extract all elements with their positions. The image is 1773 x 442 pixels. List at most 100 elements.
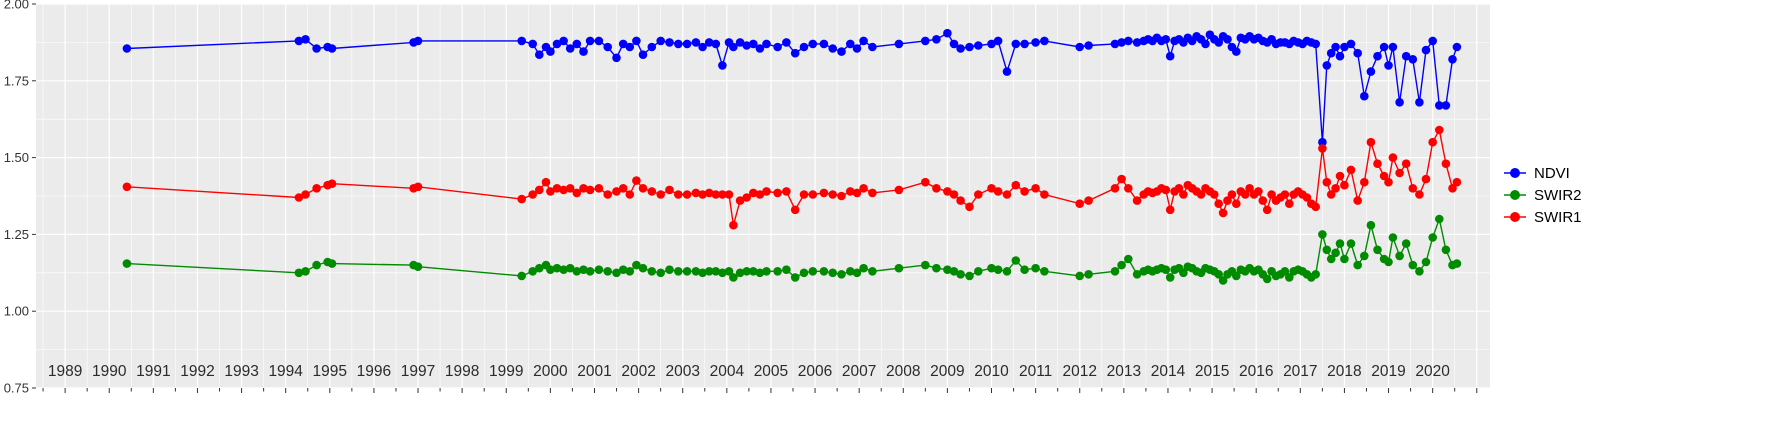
data-point	[618, 265, 628, 275]
data-point	[122, 182, 132, 192]
data-point	[579, 47, 588, 56]
data-point	[1040, 267, 1049, 276]
data-point	[1165, 205, 1175, 215]
data-point	[1395, 98, 1404, 107]
data-point	[868, 267, 877, 276]
data-point	[956, 44, 965, 53]
data-point	[1331, 42, 1340, 52]
data-point	[799, 190, 809, 199]
data-point	[799, 268, 809, 278]
data-point	[1232, 47, 1241, 56]
data-point	[1302, 193, 1312, 202]
legend-label: NDVI	[1534, 165, 1570, 182]
data-point	[1452, 259, 1462, 268]
data-point	[1340, 180, 1349, 190]
data-point	[594, 265, 604, 275]
data-point	[1318, 230, 1327, 239]
y-axis-labels: 2.00 1.75 1.50 1.25 1.00 0.75	[4, 0, 29, 396]
data-point	[603, 267, 612, 276]
data-point	[729, 273, 738, 282]
data-point	[565, 44, 575, 53]
data-point	[1311, 39, 1320, 49]
data-point	[327, 179, 337, 188]
data-point	[859, 263, 868, 273]
data-point	[1161, 185, 1171, 195]
data-point	[579, 265, 588, 275]
data-point	[987, 263, 996, 273]
x-tick-label: 1998	[445, 363, 479, 380]
data-point	[691, 38, 701, 47]
data-point	[782, 265, 791, 275]
data-point	[312, 184, 321, 193]
data-point	[704, 267, 714, 276]
data-point	[1267, 190, 1276, 199]
data-point	[852, 188, 862, 198]
data-point	[729, 220, 738, 230]
data-point	[949, 267, 959, 276]
data-point	[921, 36, 930, 46]
data-point	[517, 271, 526, 281]
legend-entry-ndvi: NDVI	[1504, 165, 1570, 182]
data-point	[585, 267, 595, 276]
data-point	[1384, 61, 1393, 70]
data-point	[528, 267, 537, 276]
data-point	[541, 177, 551, 187]
data-point	[1373, 245, 1382, 255]
data-point	[1346, 165, 1356, 175]
data-point	[868, 42, 877, 52]
x-tick-label: 2007	[842, 363, 876, 380]
data-point	[749, 39, 758, 49]
legend-marker	[1510, 168, 1520, 178]
data-point	[1326, 48, 1336, 58]
data-point	[1395, 251, 1404, 261]
data-point	[1326, 190, 1336, 199]
data-point	[1388, 153, 1398, 162]
data-point	[852, 268, 862, 278]
data-point	[1002, 190, 1012, 199]
data-point	[656, 190, 665, 199]
x-tick-label: 2017	[1283, 363, 1317, 380]
y-tick-label: 1.50	[4, 150, 29, 165]
data-point	[1311, 202, 1320, 212]
y-tick-label: 2.00	[4, 0, 29, 12]
data-point	[1165, 51, 1175, 61]
data-point	[762, 39, 771, 49]
x-tick-label: 2006	[798, 363, 832, 380]
x-tick-label: 1990	[92, 363, 127, 380]
data-point	[301, 267, 310, 276]
data-point	[1258, 196, 1268, 205]
data-point	[1002, 67, 1012, 76]
data-point	[603, 42, 612, 52]
data-point	[1428, 137, 1437, 147]
x-tick-label: 2003	[665, 363, 699, 380]
y-tick-label: 1.00	[4, 304, 29, 319]
data-point	[698, 42, 707, 52]
data-point	[1040, 190, 1049, 199]
data-point	[1280, 267, 1290, 276]
data-point	[1262, 205, 1272, 215]
data-point	[698, 268, 707, 278]
data-point	[974, 41, 983, 50]
data-point	[682, 267, 692, 276]
data-point	[674, 39, 683, 49]
data-point	[773, 42, 782, 52]
legend-entry-swir1: SWIR1	[1504, 209, 1582, 226]
data-point	[1031, 38, 1040, 47]
data-point	[1031, 184, 1040, 193]
data-point	[724, 190, 734, 199]
x-tick-label: 1994	[268, 363, 303, 380]
x-tick-label: 2010	[974, 363, 1009, 380]
data-point	[1335, 51, 1345, 61]
data-point	[656, 268, 665, 278]
x-tick-label: 2011	[1019, 363, 1052, 380]
data-point	[603, 190, 612, 199]
x-tick-label: 2000	[533, 363, 568, 380]
data-point	[837, 47, 846, 56]
data-point	[921, 260, 930, 270]
data-point	[1201, 39, 1210, 49]
x-tick-label: 1992	[180, 363, 214, 380]
data-point	[691, 267, 701, 276]
x-tick-label: 2008	[886, 363, 920, 380]
data-point	[808, 267, 818, 276]
data-point	[943, 265, 952, 275]
